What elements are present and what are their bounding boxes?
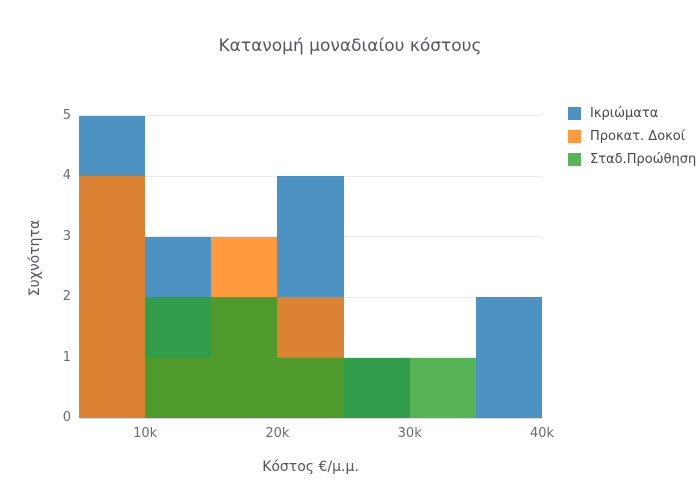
legend-item-ikriomata[interactable]: Ικριώματα [568,102,696,125]
histogram-bar-stad-proothisi-bin-5[interactable] [409,357,476,418]
x-tick-label: 20k [265,426,290,441]
y-tick-label: 1 [62,349,71,365]
plot-area: 0 1 2 3 4 5 10k 20k 30k 40k [63,100,554,441]
y-tick-label: 0 [62,410,71,425]
legend-item-stad-proothisi[interactable]: Σταδ.Προώθηση [568,148,696,171]
legend-label: Σταδ.Προώθηση [590,152,697,167]
legend-label: Προκατ. Δοκοί [590,129,686,144]
legend-swatch-prokat-dokoi [568,130,581,143]
y-tick-label: 4 [62,168,71,184]
x-axis-title: Κόστος €/μ.μ. [262,459,359,475]
histogram-bar-stad-proothisi-bin-4[interactable] [343,357,410,418]
legend-label: Ικριώματα [590,106,659,121]
x-tick-label: 10k [133,426,158,441]
x-axis-line [79,417,542,419]
histogram-bar-ikriomata-bin-6[interactable] [475,297,542,418]
histogram-bar-stad-proothisi-bin-2[interactable] [211,297,278,418]
legend-swatch-ikriomata [568,107,581,120]
x-tick-label: 40k [529,426,555,441]
chart-title: Κατανομή μοναδιαίου κόστους [218,36,482,56]
histogram-bar-stad-proothisi-bin-3[interactable] [277,357,344,418]
histogram-bar-prokat-dokoi-bin-0[interactable] [79,176,146,418]
histogram-bar-stad-proothisi-bin-1[interactable] [145,297,212,418]
y-gridline [79,115,542,117]
legend: Ικριώματα Προκατ. Δοκοί Σταδ.Προώθηση [568,102,696,171]
x-tick-label: 30k [397,426,422,441]
legend-swatch-stad-proothisi [568,153,581,166]
y-tick-label: 3 [62,228,71,244]
legend-item-prokat-dokoi[interactable]: Προκατ. Δοκοί [568,125,696,148]
y-tick-label: 5 [62,107,71,123]
y-tick-label: 2 [62,289,71,305]
